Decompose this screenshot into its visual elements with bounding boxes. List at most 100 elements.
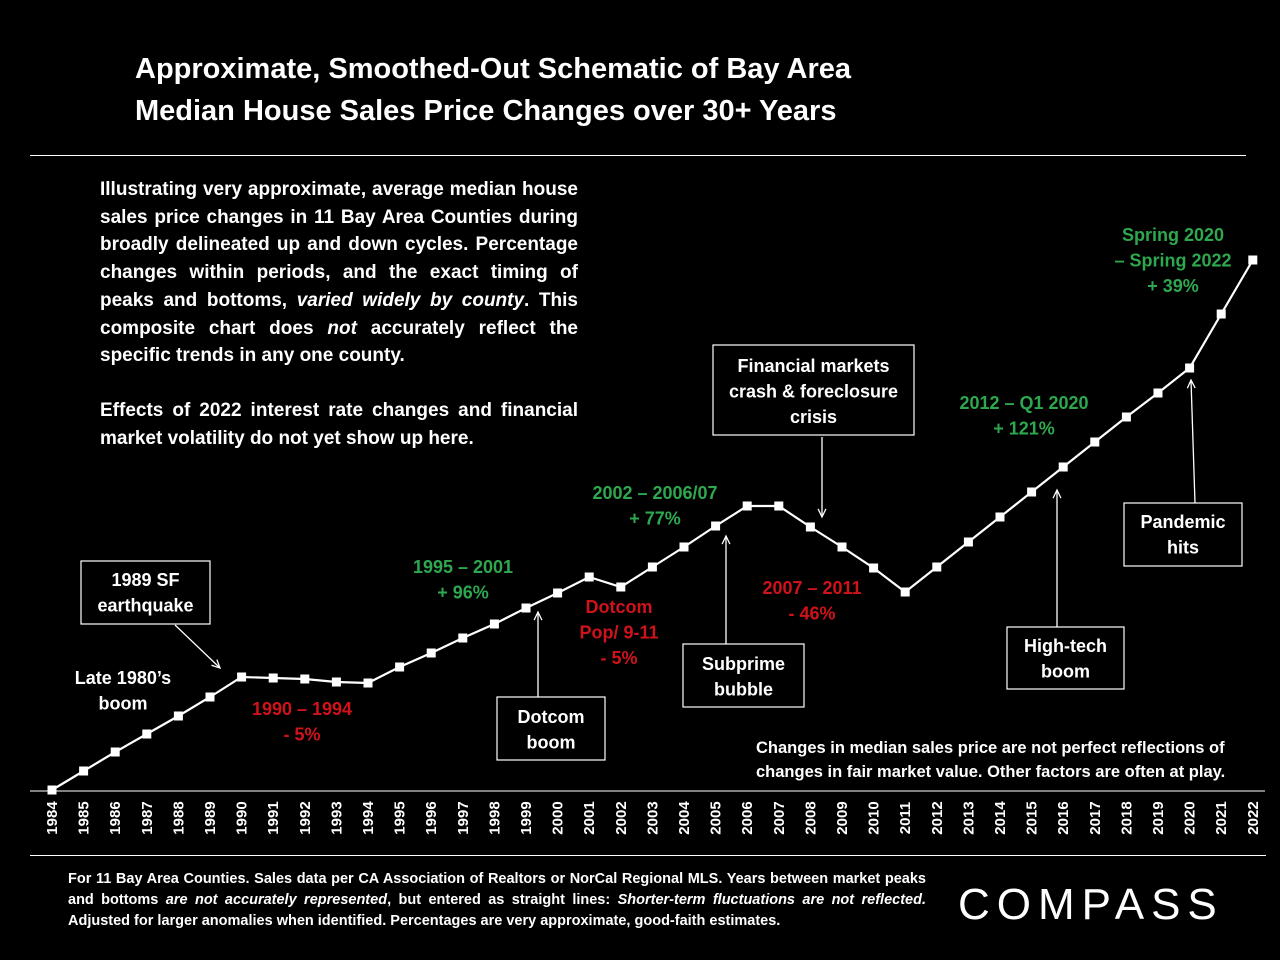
footer-divider	[30, 855, 1266, 856]
annotation-box-text: crisis	[790, 407, 837, 427]
annotation-label: Pop/ 9-11	[579, 623, 658, 643]
annotation-box	[712, 344, 915, 436]
chart-title: Approximate, Smoothed-Out Schematic of B…	[135, 48, 851, 132]
annotation-label: - 5%	[283, 725, 320, 745]
source-emphasis: are not accurately represented	[165, 892, 388, 908]
annotation-label: - 46%	[788, 604, 835, 624]
x-tick-label-2015: 2015	[1024, 801, 1041, 834]
compass-logo: COMPASS	[958, 880, 1224, 929]
annotation-box	[1123, 502, 1243, 567]
data-point-2021	[1216, 309, 1226, 319]
data-point-2004	[679, 542, 689, 552]
data-point-2005	[711, 521, 721, 531]
x-tick-label-2021: 2021	[1213, 801, 1230, 834]
data-point-1997	[458, 633, 468, 643]
annotation-label: – Spring 2022	[1114, 251, 1231, 271]
x-tick-label-2009: 2009	[834, 801, 851, 834]
annotation-box	[496, 696, 606, 761]
annotation-label: + 77%	[629, 509, 681, 529]
annotation-box-text: High-tech	[1024, 636, 1107, 656]
x-tick-label-2008: 2008	[802, 801, 819, 834]
annotation-label: 2007 – 2011	[762, 578, 861, 598]
annotation-box-text: earthquake	[97, 596, 193, 616]
annotation-box-text: 1989 SF	[111, 570, 179, 590]
data-point-2008	[805, 522, 815, 532]
data-point-2019	[1153, 388, 1163, 398]
annotation-box-text: boom	[527, 733, 576, 753]
data-point-2003	[647, 562, 657, 572]
data-point-1990	[237, 672, 247, 682]
x-tick-label-1998: 1998	[486, 801, 503, 834]
source-text-part: For 11 Bay Area Counties. Sales data per…	[68, 871, 926, 908]
x-tick-label-1999: 1999	[518, 801, 535, 834]
x-tick-label-2002: 2002	[613, 801, 630, 834]
data-point-2015	[1027, 487, 1037, 497]
intro-paragraph-1: Illustrating very approximate, average m…	[100, 176, 578, 370]
annotation-label: Late 1980’s	[75, 668, 171, 688]
data-point-2016	[1058, 462, 1068, 472]
x-tick-label-2003: 2003	[644, 801, 661, 834]
arrow-head	[1186, 378, 1196, 389]
data-point-2012	[932, 562, 942, 572]
data-point-2002	[616, 582, 626, 592]
annotation-box-text: bubble	[714, 680, 773, 700]
x-tick-label-1992: 1992	[297, 801, 314, 834]
data-point-2013	[963, 537, 973, 547]
x-tick-label-1987: 1987	[139, 801, 156, 834]
source-emphasis: Shorter-term fluctuations are not reflec…	[617, 892, 926, 908]
x-tick-label-2017: 2017	[1087, 801, 1104, 834]
source-text-part: , but entered as straight lines:	[387, 892, 618, 908]
source-footnote: For 11 Bay Area Counties. Sales data per…	[68, 869, 926, 932]
x-tick-label-2007: 2007	[771, 801, 788, 834]
annotation-label: Dotcom	[586, 597, 653, 617]
title-line-1: Approximate, Smoothed-Out Schematic of B…	[135, 53, 852, 85]
data-point-1998	[489, 619, 499, 629]
data-point-2017	[1090, 437, 1100, 447]
x-tick-label-2018: 2018	[1118, 801, 1135, 834]
annotation-label: 2002 – 2006/07	[592, 483, 717, 503]
x-tick-label-2022: 2022	[1245, 801, 1262, 834]
x-tick-label-1990: 1990	[234, 801, 251, 834]
x-tick-label-1985: 1985	[76, 801, 93, 834]
annotation-box	[682, 643, 805, 708]
data-point-2010	[869, 563, 879, 573]
x-tick-label-2000: 2000	[550, 801, 567, 834]
annotation-box	[80, 560, 211, 625]
data-point-1989	[205, 692, 215, 702]
data-point-2000	[553, 588, 563, 598]
data-point-2014	[995, 512, 1005, 522]
data-point-2009	[837, 542, 847, 552]
data-point-2006	[742, 501, 752, 511]
data-point-2007	[774, 501, 784, 511]
x-tick-label-1991: 1991	[265, 801, 282, 834]
annotation-label: - 5%	[600, 648, 637, 668]
x-tick-label-2010: 2010	[866, 801, 883, 834]
data-point-1991	[268, 673, 278, 683]
data-point-1994	[363, 678, 373, 688]
x-tick-label-2013: 2013	[960, 801, 977, 834]
data-point-1986	[110, 747, 120, 757]
x-tick-label-1989: 1989	[202, 801, 219, 834]
annotation-label: + 39%	[1147, 276, 1199, 296]
x-tick-label-1986: 1986	[107, 801, 124, 834]
annotation-label: 2012 – Q1 2020	[959, 393, 1088, 413]
annotation-label: + 121%	[993, 419, 1055, 439]
title-line-2: Median House Sales Price Changes over 30…	[135, 95, 837, 127]
annotation-box-text: Financial markets	[737, 356, 889, 376]
x-tick-label-1995: 1995	[392, 801, 409, 834]
data-point-1999	[521, 603, 531, 613]
data-point-1996	[426, 648, 436, 658]
data-point-1985	[79, 766, 89, 776]
data-point-2011	[900, 587, 910, 597]
x-tick-label-1997: 1997	[455, 801, 472, 834]
data-point-1987	[142, 729, 152, 739]
arrow-head	[817, 508, 827, 519]
x-tick-label-2006: 2006	[739, 801, 756, 834]
annotation-label: 1990 – 1994	[252, 699, 352, 719]
annotation-arrow	[1190, 379, 1196, 504]
source-text-part: Adjusted for larger anomalies when ident…	[68, 913, 781, 929]
x-tick-label-2012: 2012	[929, 801, 946, 834]
x-tick-label-2001: 2001	[581, 801, 598, 834]
arrow-head	[211, 659, 222, 670]
